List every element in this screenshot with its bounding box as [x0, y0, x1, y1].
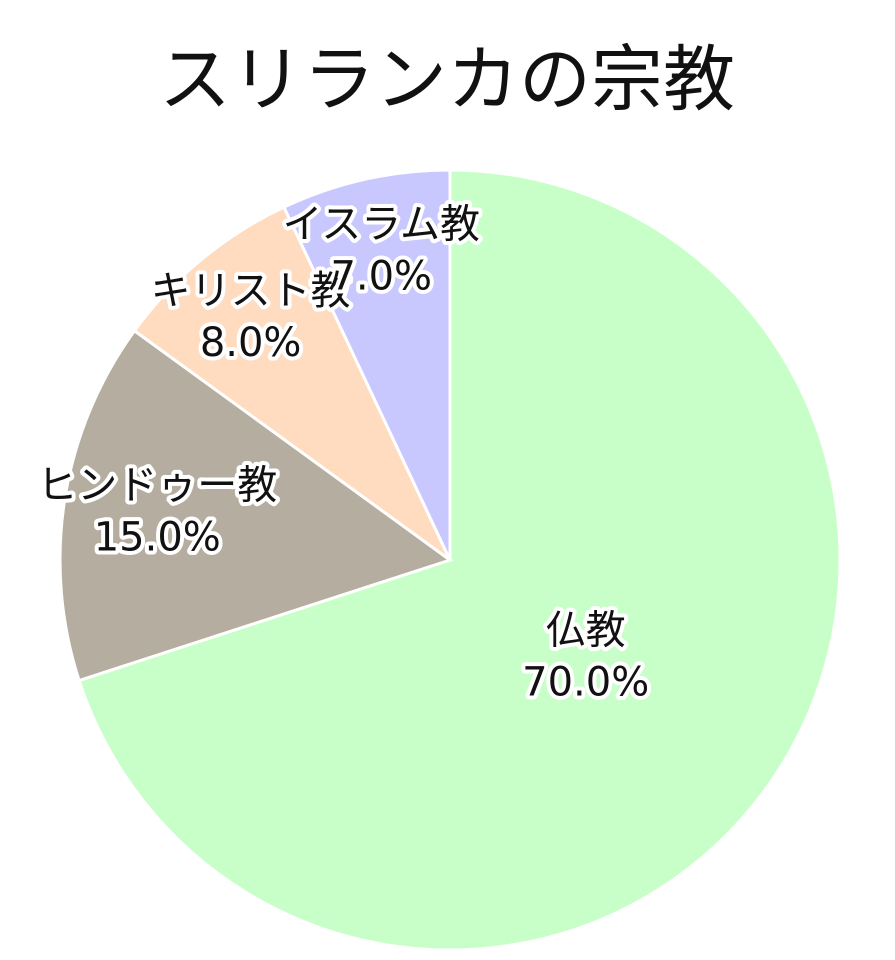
pie-slice [77, 168, 842, 952]
pie-slice [58, 328, 454, 683]
pie-slice [132, 205, 452, 562]
slice-label: キリスト教 [151, 268, 351, 314]
slice-value-label: 70.0% [522, 660, 649, 706]
pie-slice [281, 168, 452, 561]
slice-label: ヒンドゥー教 [37, 463, 277, 509]
slice-value-label: 7.0% [330, 253, 432, 299]
slice-label: イスラム教 [282, 201, 480, 247]
slice-value-label: 8.0% [200, 320, 302, 366]
slice-label: 仏教 [546, 608, 626, 654]
slice-value-label: 15.0% [94, 515, 221, 561]
chart-title: スリランカの宗教 [159, 38, 735, 122]
